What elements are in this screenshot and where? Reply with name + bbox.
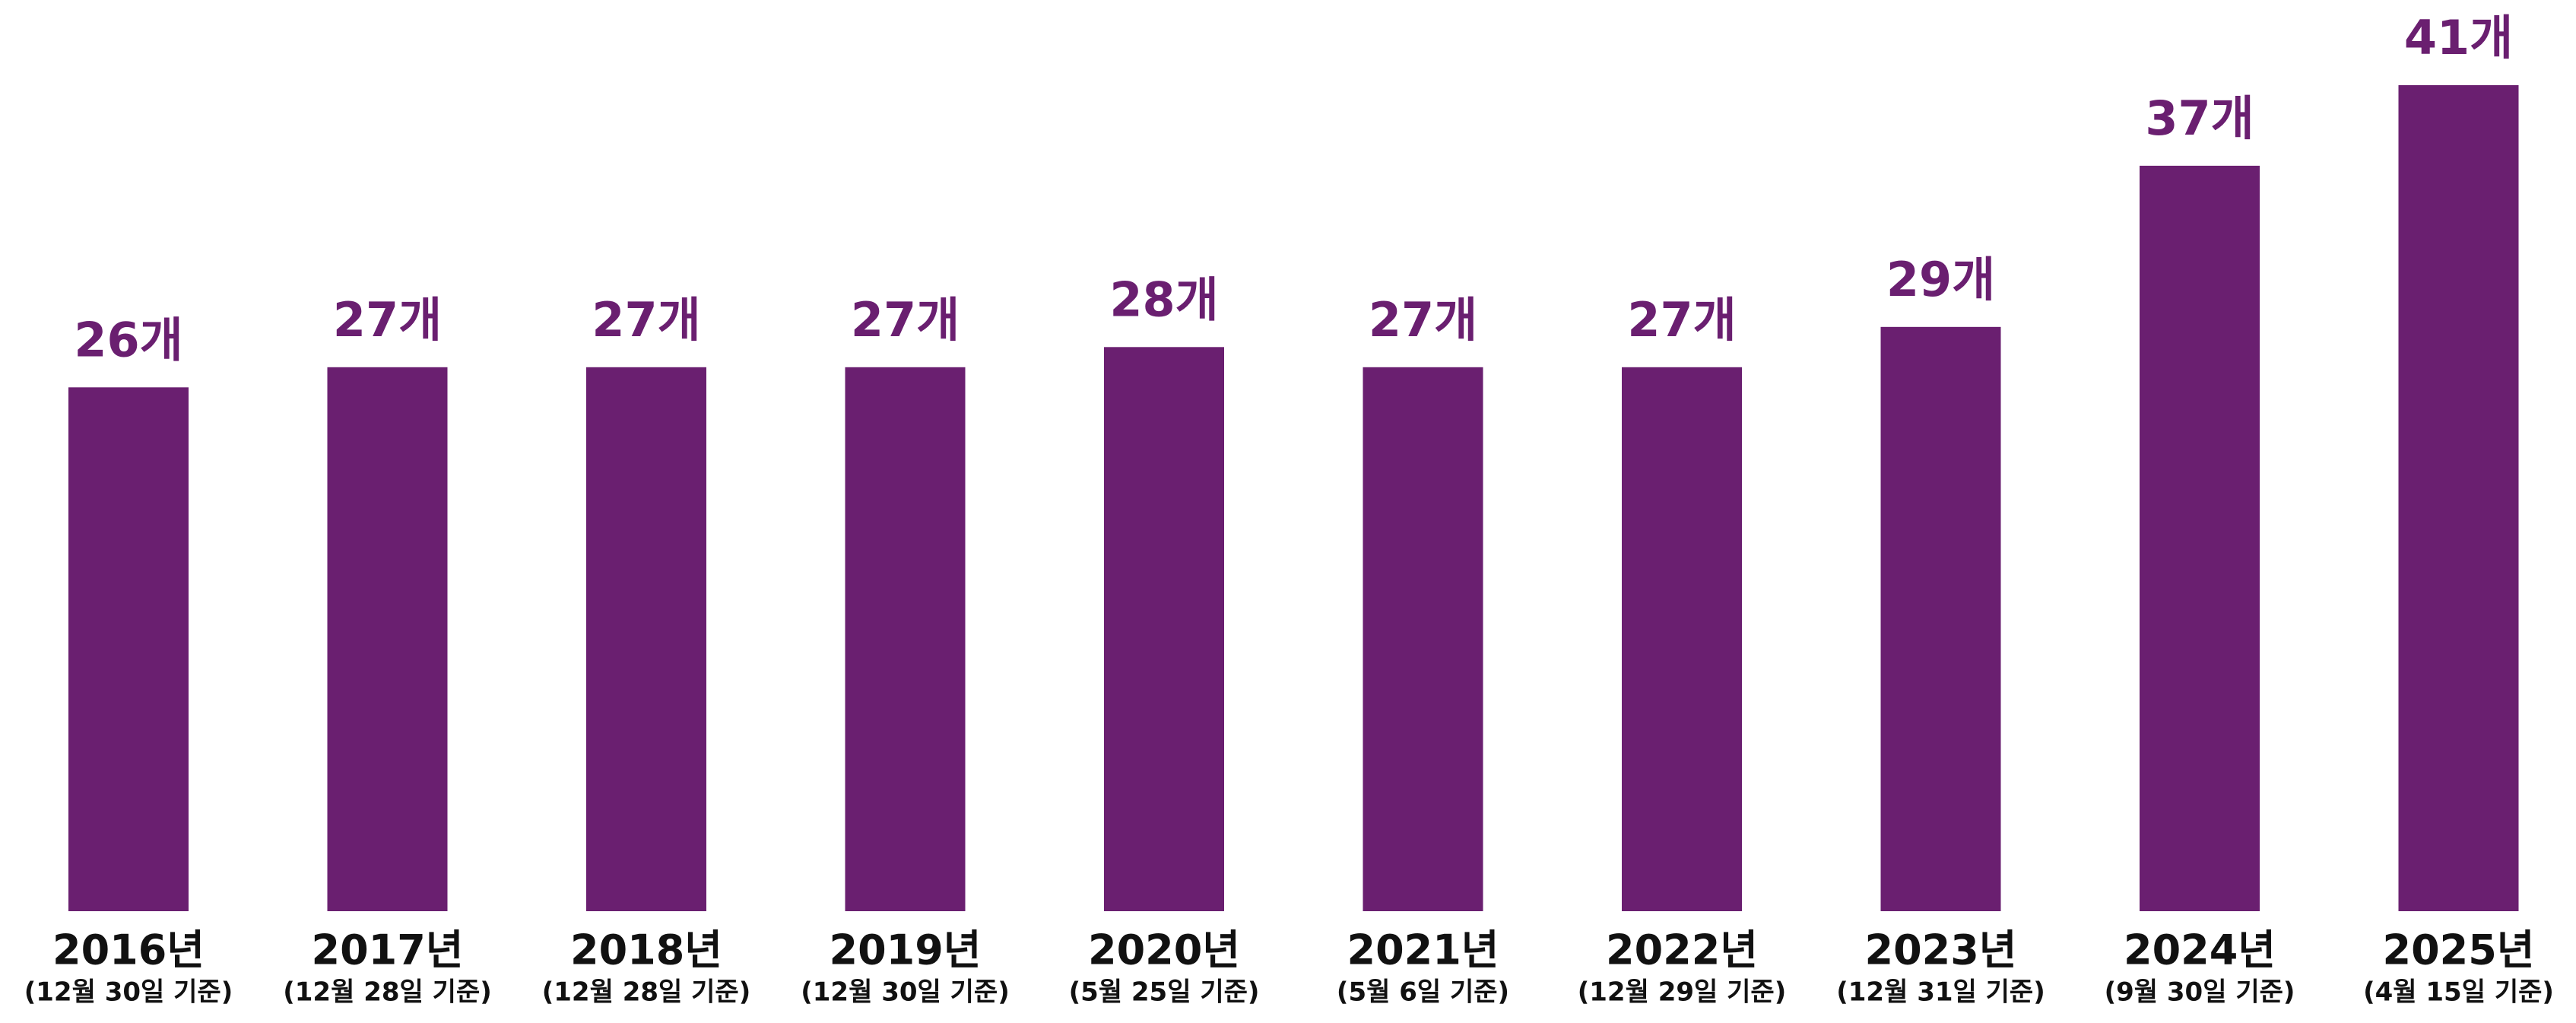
value-label: 27개: [1369, 292, 1477, 348]
x-tick-label: 2023년: [1865, 926, 2017, 974]
x-tick-label: 2017년: [312, 926, 464, 974]
x-tick-label: 2020년: [1088, 926, 1240, 974]
value-label: 41개: [2404, 10, 2513, 65]
bar: [2140, 165, 2260, 911]
x-tick-label: 2019년: [830, 926, 982, 974]
x-tick-note: (12월 30일 기준): [801, 977, 1010, 1008]
value-label: 28개: [1109, 272, 1218, 327]
value-label: 27개: [1627, 292, 1736, 348]
bar: [327, 367, 448, 911]
x-tick-label: 2016년: [52, 926, 205, 974]
bar: [2398, 84, 2519, 911]
value-label: 26개: [74, 312, 182, 367]
x-tick-note: (12월 28일 기준): [542, 977, 751, 1008]
bar: [1104, 347, 1224, 911]
x-tick-note: (9월 30일 기준): [2105, 977, 2295, 1008]
value-label: 37개: [2145, 91, 2254, 146]
bar: [1880, 326, 2001, 911]
value-label: 27개: [592, 292, 700, 348]
x-tick-note: (12월 29일 기준): [1578, 977, 1787, 1008]
value-label: 29개: [1886, 252, 1995, 307]
x-tick-label: 2018년: [570, 926, 722, 974]
x-tick-note: (5월 6일 기준): [1337, 977, 1509, 1008]
x-tick-note: (12월 30일 기준): [24, 977, 233, 1008]
bar: [1622, 367, 1742, 911]
x-tick-label: 2024년: [2124, 926, 2276, 974]
x-tick-note: (12월 28일 기준): [283, 977, 492, 1008]
bar: [1363, 367, 1483, 911]
bar: [68, 387, 189, 911]
x-tick-label: 2022년: [1606, 926, 1758, 974]
x-tick-label: 2025년: [2383, 926, 2535, 974]
x-tick-note: (12월 31일 기준): [1836, 977, 2045, 1008]
bar: [845, 367, 966, 911]
x-tick-label: 2021년: [1347, 926, 1499, 974]
x-tick-note: (4월 15일 기준): [2363, 977, 2554, 1008]
value-label: 27개: [333, 292, 442, 348]
value-label: 27개: [851, 292, 960, 348]
x-tick-note: (5월 25일 기준): [1069, 977, 1260, 1008]
bar: [586, 367, 706, 911]
